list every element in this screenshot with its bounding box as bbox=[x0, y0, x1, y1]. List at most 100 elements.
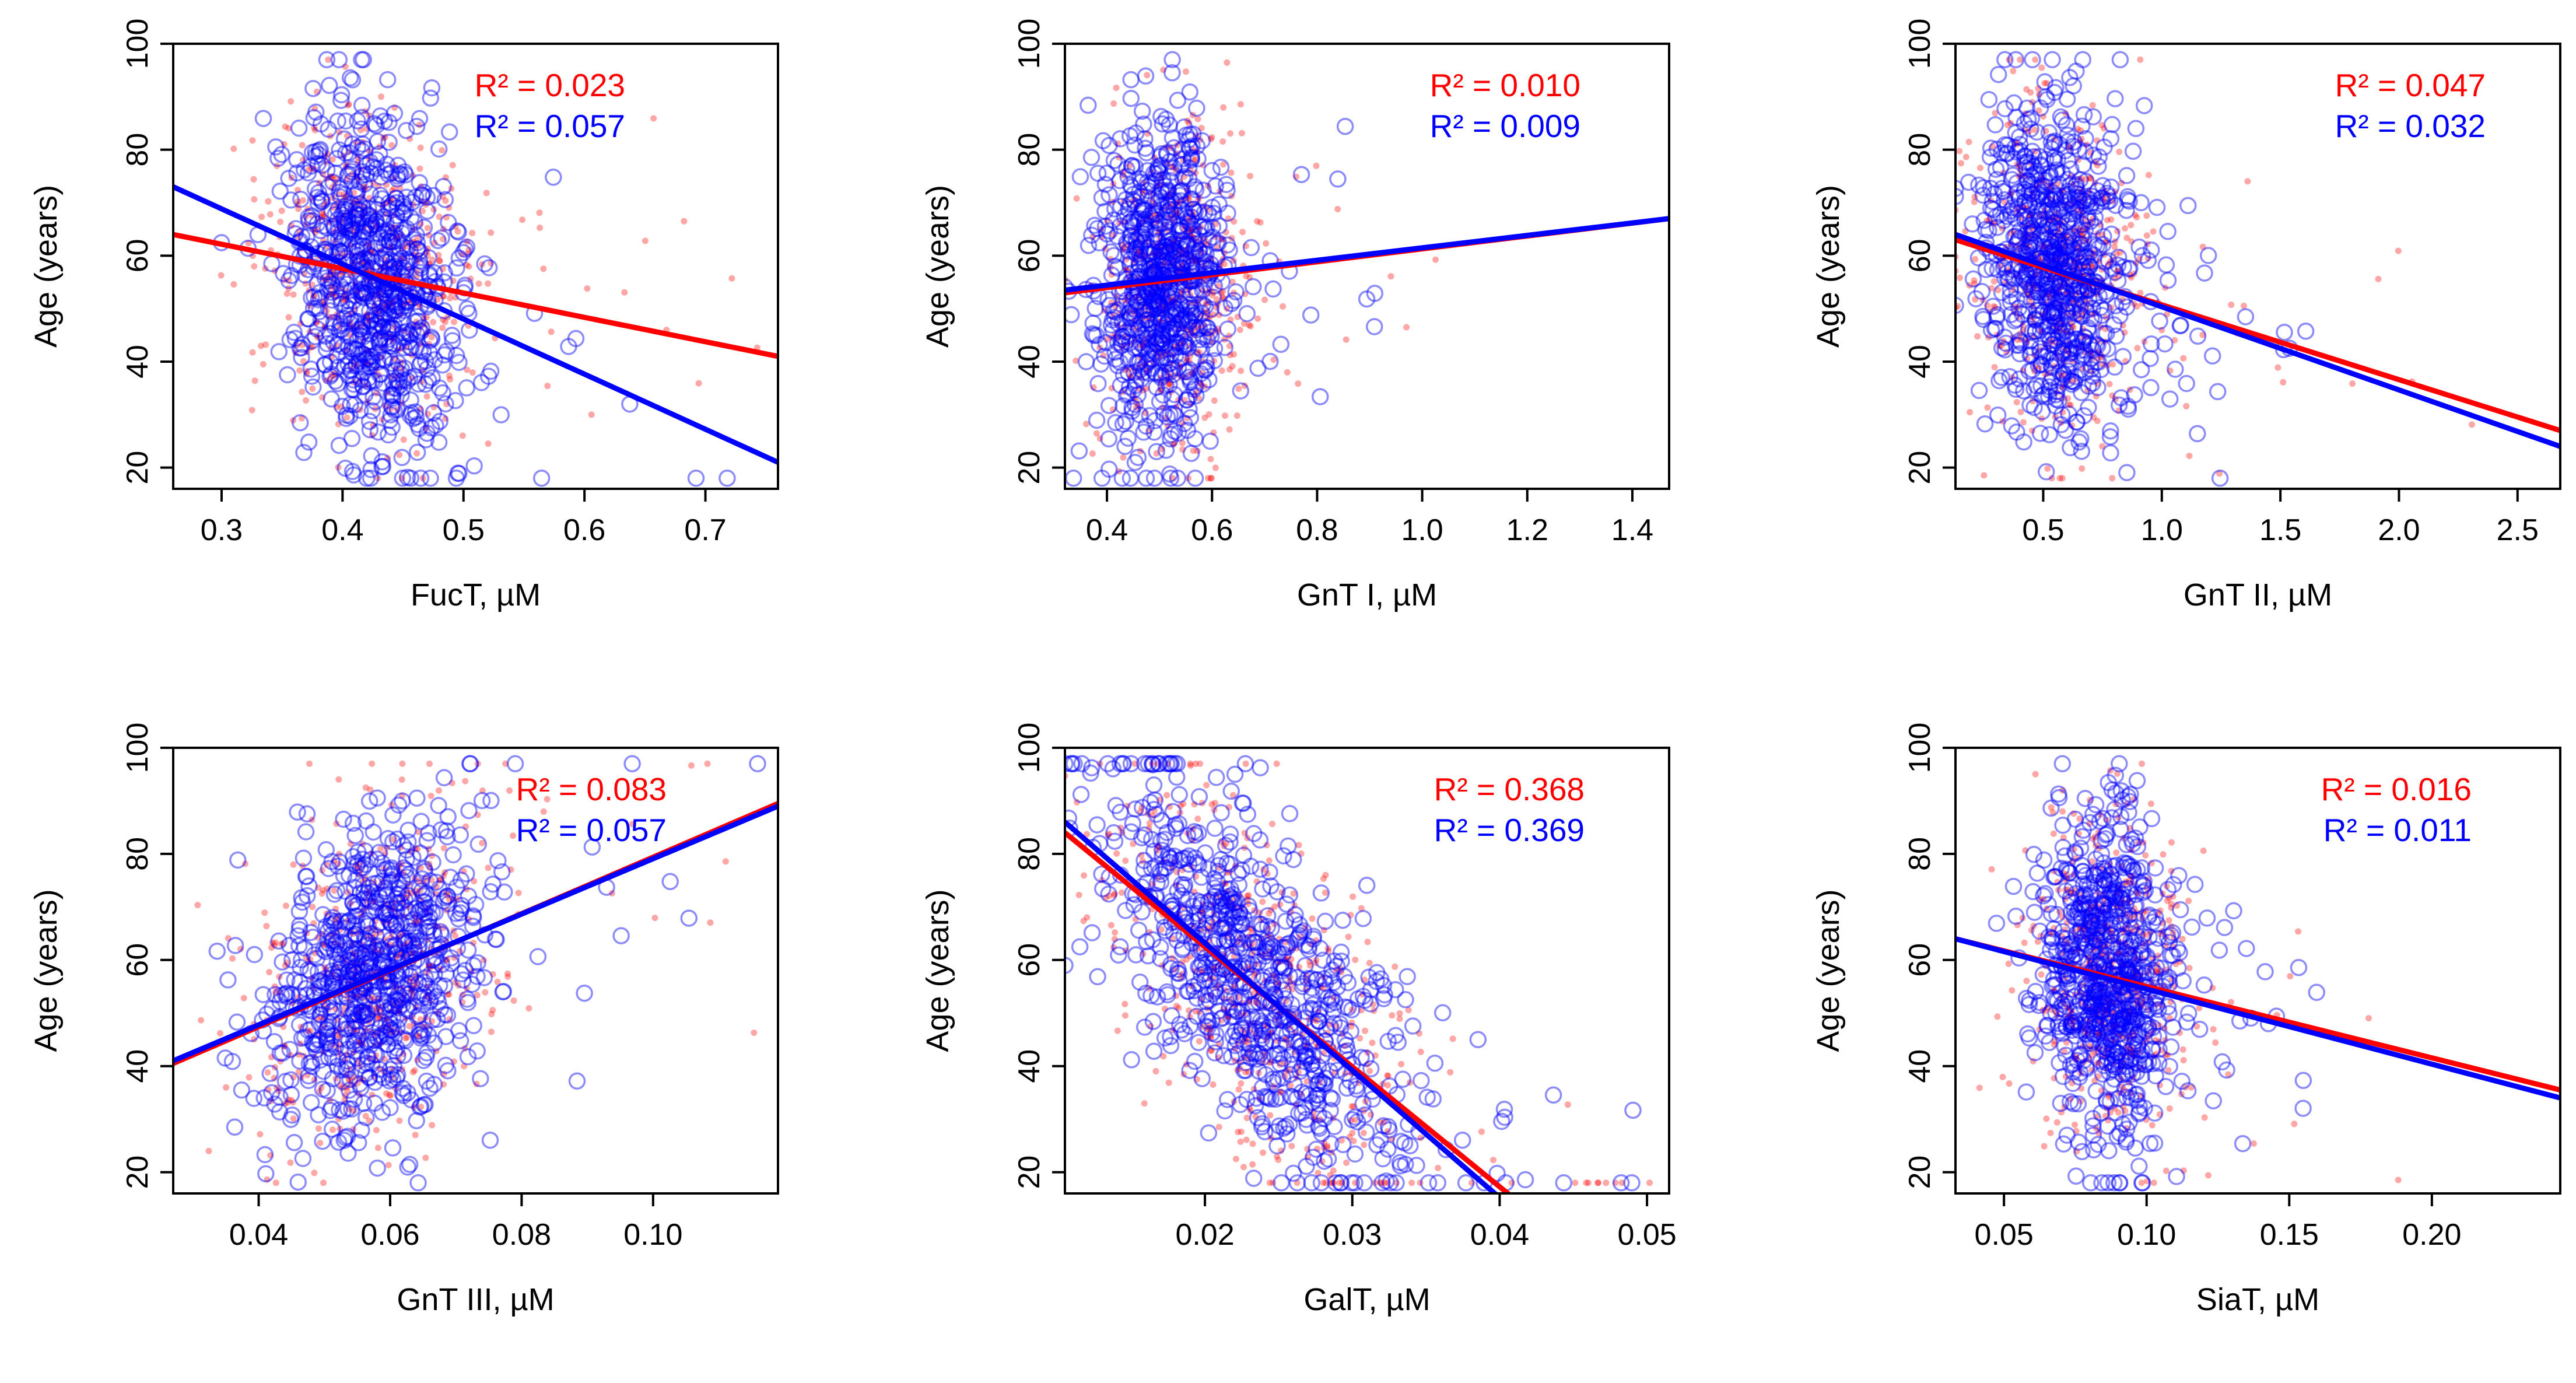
scatter-point bbox=[339, 355, 357, 373]
scatter-point bbox=[354, 1007, 371, 1024]
scatter-point bbox=[1141, 257, 1158, 274]
scatter-point bbox=[340, 292, 347, 299]
scatter-point bbox=[2048, 286, 2055, 293]
scatter-point bbox=[432, 1000, 450, 1018]
scatter-point bbox=[2059, 192, 2077, 211]
scatter-point bbox=[2059, 303, 2077, 321]
scatter-point bbox=[1137, 248, 1144, 255]
scatter-point bbox=[2162, 284, 2169, 291]
scatter-point bbox=[344, 893, 362, 911]
scatter-point bbox=[1974, 307, 1992, 325]
scatter-point bbox=[398, 475, 405, 482]
scatter-point bbox=[688, 762, 695, 769]
scatter-point bbox=[411, 1067, 418, 1074]
scatter-point bbox=[400, 1051, 406, 1058]
x-axis-label: FucT, µM bbox=[411, 577, 541, 612]
scatter-point bbox=[330, 436, 348, 454]
scatter-point bbox=[360, 1077, 367, 1084]
scatter-point bbox=[308, 975, 315, 982]
scatter-point bbox=[356, 1039, 363, 1046]
scatter-point bbox=[395, 204, 413, 222]
scatter-point bbox=[371, 208, 378, 215]
r-squared-label-blue: R² = 0.032 bbox=[2335, 108, 2486, 144]
scatter-point bbox=[347, 841, 354, 848]
scatter-point bbox=[325, 218, 343, 235]
scatter-point bbox=[2060, 233, 2067, 239]
scatter-point bbox=[345, 381, 363, 398]
scatter-point bbox=[2002, 293, 2020, 311]
scatter-point bbox=[2067, 319, 2074, 326]
scatter-point bbox=[1197, 236, 1204, 243]
scatter-point bbox=[1143, 359, 1161, 377]
scatter-point bbox=[1156, 364, 1175, 382]
scatter-point bbox=[2021, 232, 2039, 249]
scatter-point bbox=[268, 1097, 275, 1104]
scatter-point bbox=[388, 885, 406, 904]
scatter-point bbox=[349, 283, 366, 300]
scatter-point bbox=[1205, 206, 1212, 213]
scatter-point bbox=[366, 112, 373, 119]
scatter-point bbox=[1130, 340, 1148, 358]
scatter-point bbox=[2079, 333, 2086, 340]
scatter-point bbox=[299, 341, 306, 348]
scatter-point bbox=[2090, 414, 2097, 421]
scatter-point bbox=[1156, 218, 1174, 236]
scatter-point bbox=[425, 962, 432, 969]
scatter-point bbox=[2037, 327, 2044, 334]
scatter-point bbox=[2130, 238, 2148, 256]
scatter-point bbox=[1975, 212, 1993, 229]
scatter-point bbox=[1182, 332, 1189, 339]
scatter-point bbox=[1176, 207, 1194, 225]
scatter-point bbox=[353, 288, 370, 305]
scatter-point bbox=[1154, 182, 1161, 189]
scatter-point bbox=[1224, 305, 1231, 312]
scatter-point bbox=[1124, 309, 1131, 316]
scatter-point bbox=[375, 372, 382, 379]
scatter-point bbox=[2073, 257, 2080, 264]
scatter-point bbox=[295, 201, 302, 208]
scatter-point bbox=[1173, 294, 1179, 301]
scatter-point bbox=[355, 1058, 362, 1065]
scatter-point bbox=[271, 267, 278, 274]
scatter-point bbox=[388, 223, 395, 230]
scatter-point bbox=[2067, 402, 2074, 408]
scatter-point bbox=[1160, 260, 1167, 267]
scatter-point bbox=[1154, 297, 1161, 304]
scatter-point bbox=[548, 328, 555, 335]
scatter-point bbox=[2017, 226, 2034, 244]
scatter-point bbox=[1089, 450, 1096, 457]
scatter-point bbox=[1147, 172, 1165, 190]
scatter-point bbox=[2053, 323, 2060, 330]
scatter-point bbox=[1207, 177, 1225, 195]
scatter-point bbox=[2099, 187, 2117, 205]
scatter-point bbox=[2073, 348, 2091, 366]
scatter-point bbox=[403, 193, 421, 211]
scatter-point bbox=[1176, 199, 1183, 206]
scatter-point bbox=[309, 281, 316, 288]
series-blue-points bbox=[208, 755, 766, 1192]
scatter-point bbox=[1141, 407, 1159, 425]
scatter-point bbox=[335, 850, 342, 857]
scatter-point bbox=[1159, 181, 1177, 199]
scatter-point bbox=[1151, 393, 1169, 411]
scatter-point bbox=[2038, 292, 2056, 310]
scatter-point bbox=[2058, 302, 2076, 320]
scatter-point bbox=[2031, 425, 2049, 442]
scatter-point bbox=[2032, 272, 2039, 279]
scatter-point bbox=[351, 1075, 369, 1093]
scatter-point bbox=[436, 877, 443, 884]
scatter-point bbox=[2060, 359, 2067, 366]
scatter-point bbox=[1131, 183, 1148, 201]
scatter-point bbox=[1993, 180, 2011, 197]
scatter-point bbox=[325, 313, 332, 320]
scatter-point bbox=[1161, 153, 1179, 170]
scatter-point bbox=[2007, 189, 2014, 195]
scatter-point bbox=[2094, 348, 2101, 355]
scatter-point bbox=[289, 1000, 296, 1007]
scatter-point bbox=[399, 760, 406, 767]
scatter-point bbox=[352, 139, 359, 146]
scatter-point bbox=[420, 912, 437, 930]
scatter-point bbox=[440, 1081, 447, 1088]
scatter-point bbox=[449, 162, 456, 169]
scatter-point bbox=[399, 245, 406, 252]
